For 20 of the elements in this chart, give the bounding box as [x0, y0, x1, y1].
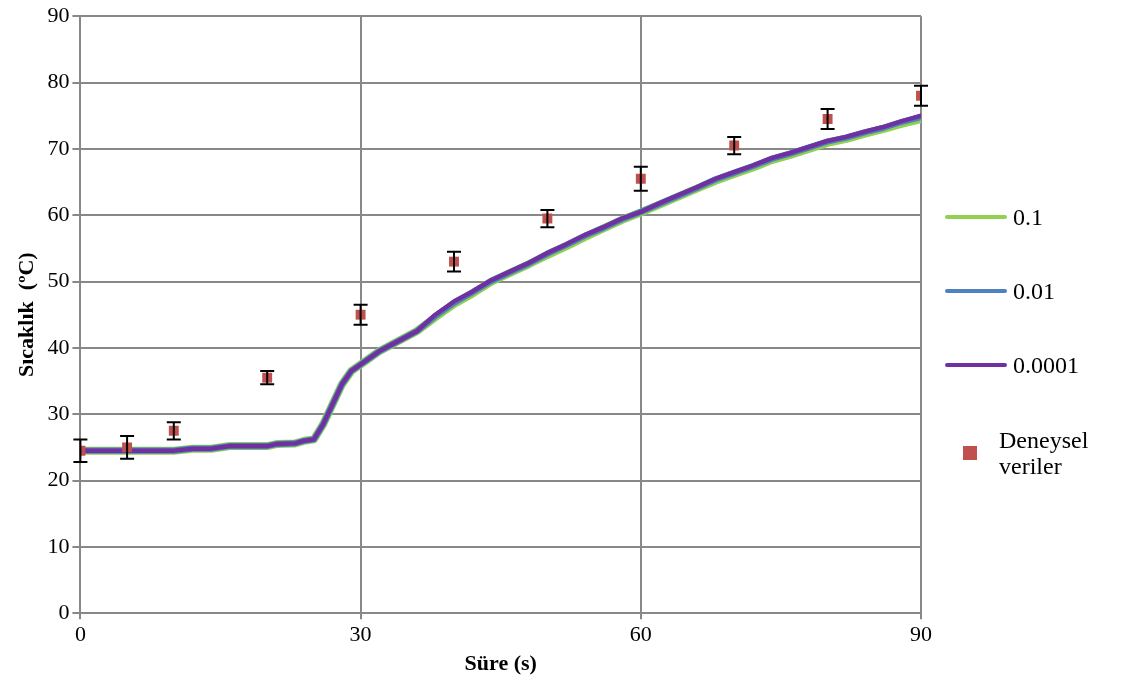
x-tick-label: 60	[629, 621, 652, 647]
x-tick-label: 90	[910, 621, 932, 647]
y-tick-label: 90	[47, 1, 70, 27]
x-tick-label: 0	[74, 621, 86, 647]
y-tick-label: 0	[58, 598, 70, 624]
legend-label: 0.01	[1013, 277, 1055, 305]
y-axis-title: Sıcaklık (ºC)	[12, 252, 38, 377]
y-tick-label: 40	[47, 333, 70, 359]
y-tick-label: 60	[47, 200, 70, 226]
y-tick-label: 80	[47, 68, 70, 94]
legend-label: Deneysel veriler	[999, 426, 1090, 480]
y-tick-label: 30	[47, 399, 70, 425]
y-tick-label: 70	[47, 134, 70, 160]
legend-label: 0.1	[1013, 203, 1043, 230]
y-tick-label: 10	[47, 532, 70, 558]
x-tick-label: 30	[349, 621, 372, 647]
y-tick-label: 20	[47, 466, 70, 492]
x-axis-title: Süre (s)	[464, 650, 537, 676]
legend-label: 0.0001	[1013, 352, 1079, 379]
y-tick-label: 50	[47, 267, 70, 293]
